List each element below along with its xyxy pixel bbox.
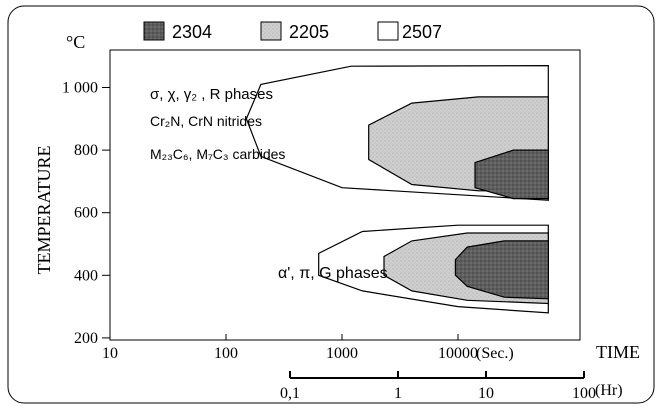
x-tick-label: 10 [102,345,118,362]
region-2304-upper [474,149,549,200]
hours-tick-label: 100 [572,385,596,402]
y-tick-label: 600 [74,205,98,222]
x-tick-label: 1000 [326,345,358,362]
x-tick-label: 10000 [438,345,478,362]
x-unit-seconds-label: (Sec.) [476,345,514,362]
hours-tick-label: 10 [478,385,494,402]
y-tick-label: 1 000 [62,80,98,97]
y-tick-label: 400 [74,267,98,284]
x-tick-label: 100 [214,345,238,362]
y-tick-label: 200 [74,330,98,347]
annotation-lower: α', π, G phases [278,265,388,282]
frame [7,5,655,404]
legend-label-2205: 2205 [289,22,329,42]
legend-swatch-2507 [377,21,399,41]
regions-group [245,64,549,314]
y-axis-title: TEMPERATURE [34,145,54,274]
hours-unit-label: (Hr) [595,382,623,399]
legend-label-2507: 2507 [402,22,442,42]
y-tick-label: 800 [74,142,98,159]
y-unit-label: °C [66,32,85,52]
legend: 2304 2205 2507 [143,21,442,42]
legend-swatch-2205 [260,21,282,41]
x-axis-title: TIME [596,342,640,362]
annotation-upper-line2: Cr₂N, CrN nitrides [150,113,262,129]
legend-swatch-2304 [143,21,165,41]
y-ticks-group: 200 400 600 800 1 000 [62,80,110,347]
x-ticks-group: 10 100 1000 10000 [102,334,478,362]
annotation-upper-line1: σ, χ, γ₂ , R phases [150,86,273,103]
plot-area-frame [109,49,581,341]
legend-label-2304: 2304 [172,22,212,42]
hours-tick-label: 0,1 [280,385,300,402]
hours-tick-label: 1 [394,385,402,402]
annotation-upper-line3: M₂₃C₆, M₇C₃ carbides [150,146,285,162]
region-2304-lower [454,240,549,300]
hours-ticks-group: 0,1 1 10 100 [280,371,596,402]
